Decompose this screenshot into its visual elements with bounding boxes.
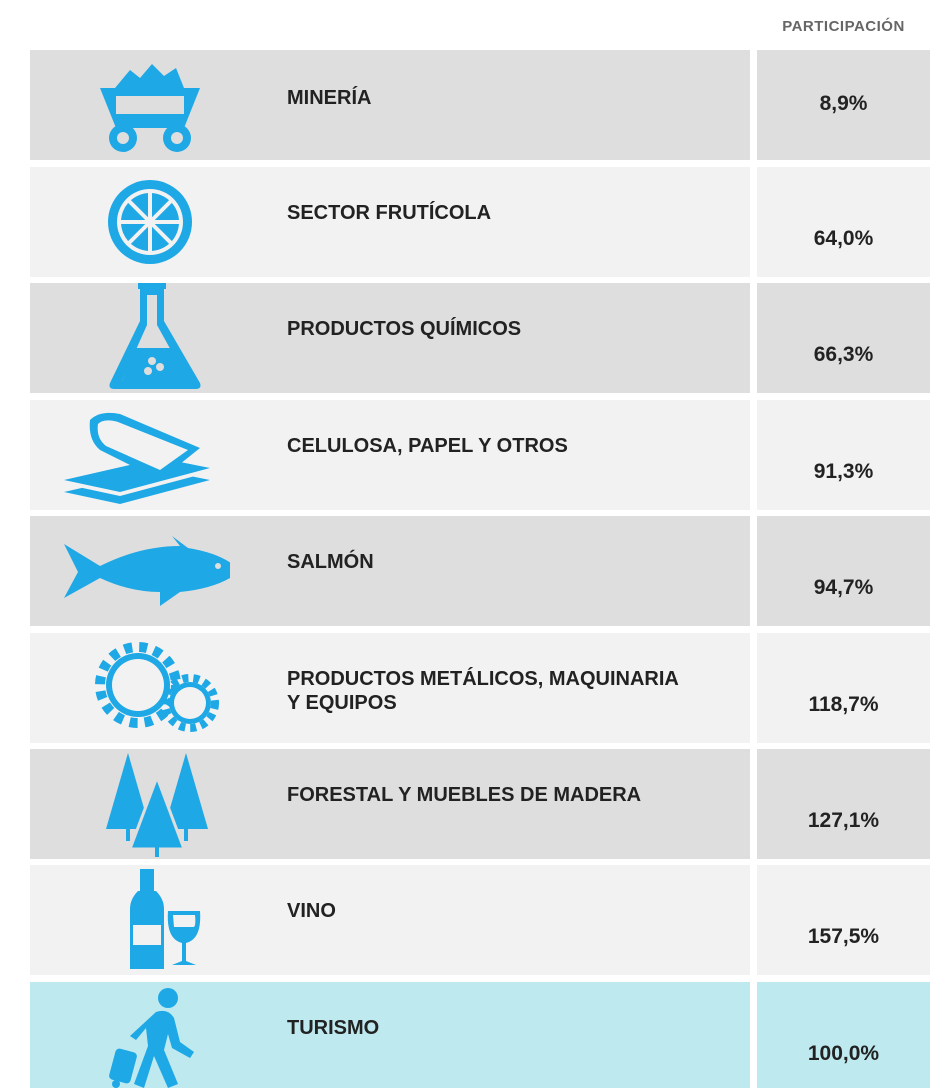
sector-label: SECTOR FRUTÍCOLA — [287, 202, 492, 224]
sector-label: PRODUCTOS METÁLICOS, MAQUINARIA Y EQUIPO… — [287, 668, 679, 714]
icon-trees — [106, 753, 208, 857]
value: 91,3% — [813, 460, 874, 483]
table-row: SECTOR FRUTÍCOLA 64,0% — [30, 167, 930, 277]
table-row: VINO 157,5% — [30, 865, 930, 975]
value-cell: 127,1% — [757, 749, 930, 859]
value: 8,9% — [819, 92, 868, 115]
icon-gears — [95, 642, 219, 732]
sector-label: FORESTAL Y MUEBLES DE MADERA — [287, 784, 642, 806]
value: 100,0% — [807, 1042, 880, 1065]
sector-cell: PRODUCTOS QUÍMICOS — [30, 283, 750, 393]
sector-cell: FORESTAL Y MUEBLES DE MADERA — [30, 749, 750, 859]
icon-fruit — [108, 180, 192, 264]
table-row: SALMÓN 94,7% — [30, 516, 930, 626]
sector-label: MINERÍA — [287, 87, 372, 109]
table-row: FORESTAL Y MUEBLES DE MADERA 127,1% — [30, 749, 930, 859]
sector-cell: CELULOSA, PAPEL Y OTROS — [30, 400, 750, 510]
sector-cell: PRODUCTOS METÁLICOS, MAQUINARIA Y EQUIPO… — [30, 633, 750, 743]
sector-cell: TURISMO — [30, 982, 750, 1088]
sector-cell: SALMÓN — [30, 516, 750, 626]
value-cell: 100,0% — [757, 982, 930, 1088]
value-cell: 8,9% — [757, 50, 930, 160]
value: 127,1% — [807, 809, 880, 832]
value: 118,7% — [808, 693, 879, 716]
value-cell: 91,3% — [757, 400, 930, 510]
sector-label: PRODUCTOS QUÍMICOS — [287, 318, 522, 340]
table-row: CELULOSA, PAPEL Y OTROS 91,3% — [30, 400, 930, 510]
sector-cell: VINO — [30, 865, 750, 975]
sector-cell: MINERÍA — [30, 50, 750, 160]
icon-fish — [64, 536, 230, 606]
icon-wine — [130, 869, 201, 969]
table-row: PRODUCTOS METÁLICOS, MAQUINARIA Y EQUIPO… — [30, 633, 930, 743]
value-cell: 66,3% — [757, 283, 930, 393]
value: 64,0% — [813, 227, 874, 250]
sector-label: CELULOSA, PAPEL Y OTROS — [287, 435, 568, 457]
value: 66,3% — [813, 343, 874, 366]
sector-cell: SECTOR FRUTÍCOLA — [30, 167, 750, 277]
sector-label: SALMÓN — [287, 551, 374, 573]
value-cell: 64,0% — [757, 167, 930, 277]
column-header: PARTICIPACIÓN — [782, 18, 905, 35]
table-row: PRODUCTOS QUÍMICOS 66,3% — [30, 283, 930, 393]
table-row: TURISMO 100,0% — [30, 982, 930, 1088]
table-row: MINERÍA 8,9% — [30, 50, 930, 160]
value: 157,5% — [807, 925, 880, 948]
value-cell: 118,7% — [757, 633, 930, 743]
sector-label: VINO — [287, 900, 336, 922]
value: 94,7% — [813, 576, 874, 599]
icon-flask — [109, 283, 201, 389]
value-cell: 94,7% — [757, 516, 930, 626]
icon-tourism — [109, 988, 194, 1088]
sector-label: TURISMO — [287, 1017, 380, 1039]
value-cell: 157,5% — [757, 865, 930, 975]
icon-paper — [64, 412, 210, 504]
icon-mining — [100, 64, 200, 152]
